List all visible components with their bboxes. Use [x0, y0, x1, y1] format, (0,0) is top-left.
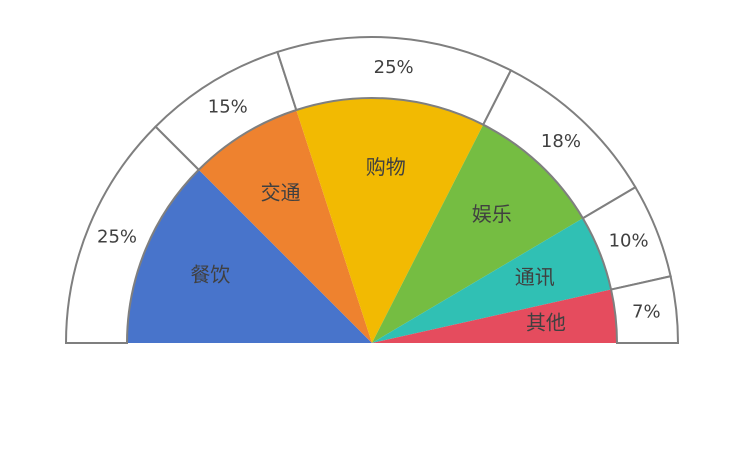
slice-3-wedge [296, 97, 484, 343]
slice-2-category-label: 交通 [261, 180, 301, 204]
slice-2-wedge [198, 109, 372, 343]
slice-3-category-label: 购物 [366, 155, 406, 179]
slice-1-percent-label: 25% [97, 226, 137, 247]
slice-5-percent-label: 10% [609, 230, 649, 251]
slice-4-percent-label: 18% [541, 131, 581, 152]
slice-1-wedge [127, 169, 372, 343]
slice-3-percent-label: 25% [374, 57, 414, 78]
slice-4-wedge [372, 124, 583, 343]
slice-6-category-label: 其他 [526, 310, 566, 334]
slice-6-percent-label: 7% [632, 302, 661, 323]
slice-4-category-label: 娱乐 [472, 202, 512, 226]
slice-2-percent-label: 15% [208, 97, 248, 118]
slice-1-category-label: 餐饮 [190, 263, 230, 287]
slice-5-category-label: 通讯 [515, 265, 555, 289]
slice-6-wedge [372, 289, 617, 343]
slice-5-wedge [372, 218, 612, 343]
